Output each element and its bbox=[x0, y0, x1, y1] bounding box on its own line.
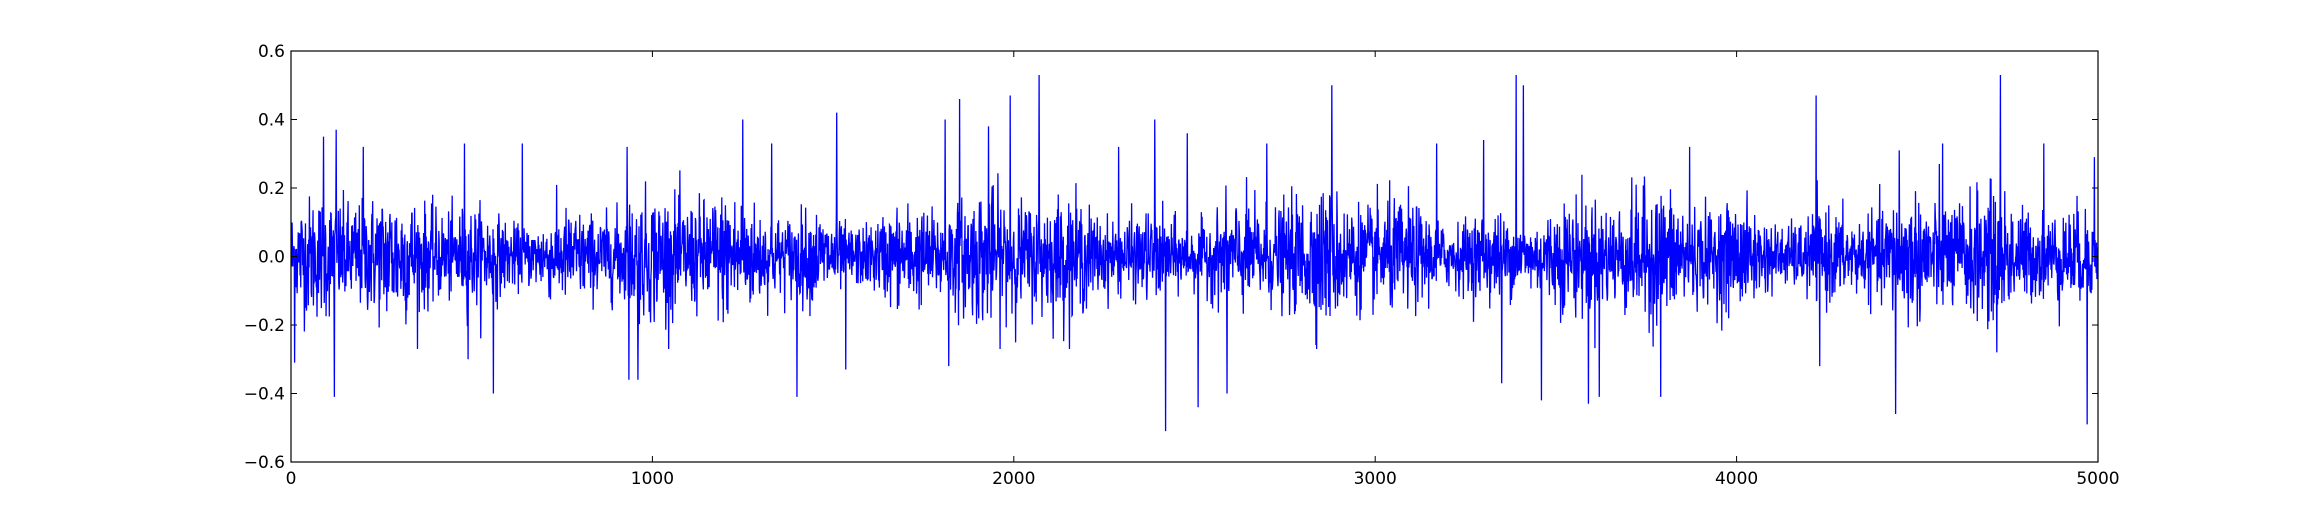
x-tick-label: 0 bbox=[286, 469, 297, 489]
y-tick-label: −0.4 bbox=[244, 385, 285, 405]
plot-area bbox=[290, 50, 2099, 463]
x-tick-label: 2000 bbox=[992, 469, 1035, 489]
x-axis: 0 1000 2000 3000 4000 5000 bbox=[286, 51, 2120, 489]
y-tick-label: −0.2 bbox=[244, 316, 285, 336]
y-axis: −0.6 −0.4 −0.2 0.0 0.2 0.4 0.6 bbox=[244, 42, 2098, 473]
x-tick-label: 3000 bbox=[1354, 469, 1397, 489]
y-tick-label: 0.0 bbox=[258, 248, 285, 268]
x-tick-label: 1000 bbox=[631, 469, 674, 489]
y-tick-label: 0.4 bbox=[258, 111, 285, 131]
y-tick-label: 0.6 bbox=[258, 42, 285, 62]
series-line bbox=[291, 74, 2098, 432]
y-tick-label: −0.6 bbox=[244, 453, 285, 473]
x-tick-label: 4000 bbox=[1715, 469, 1758, 489]
y-tick-label: 0.2 bbox=[258, 179, 285, 199]
x-tick-label: 5000 bbox=[2076, 469, 2119, 489]
